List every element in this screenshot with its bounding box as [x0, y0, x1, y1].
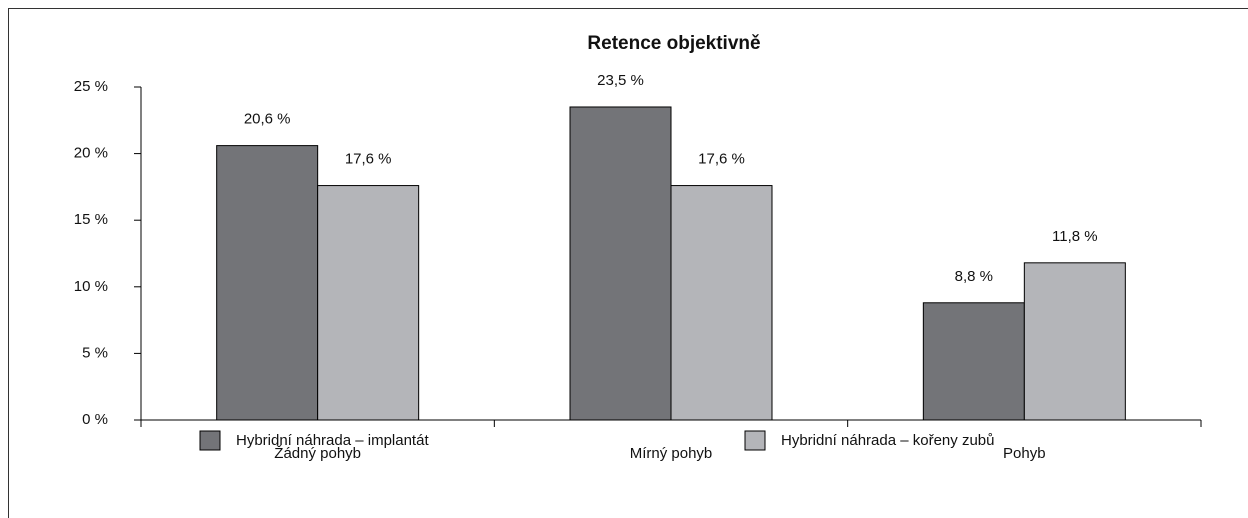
- bar: [670, 185, 773, 421]
- legend-label: Hybridní náhrada – implantát: [236, 432, 429, 449]
- value-label: 17,6 %: [698, 151, 745, 168]
- legend-swatch: [744, 430, 766, 451]
- y-tick-label: 25 %: [74, 78, 108, 95]
- legend-swatch: [199, 430, 221, 451]
- value-label: 11,8 %: [1052, 228, 1098, 245]
- x-tick-label: Žádný pohyb: [274, 445, 361, 462]
- value-label: 17,6 %: [345, 151, 392, 168]
- chart-frame: [8, 8, 1248, 518]
- value-label: 20,6 %: [244, 111, 291, 128]
- y-tick-label: 5 %: [82, 344, 108, 361]
- x-tick-label: Mírný pohyb: [630, 445, 713, 462]
- bar: [922, 302, 1025, 421]
- chart-title: Retence objektivně: [587, 33, 760, 54]
- y-tick-label: 20 %: [74, 145, 108, 162]
- y-tick-label: 10 %: [74, 278, 108, 295]
- legend-label: Hybridní náhrada – kořeny zubů: [781, 432, 994, 449]
- y-tick-label: 15 %: [74, 211, 108, 228]
- y-tick-label: 0 %: [82, 411, 108, 428]
- bar: [1023, 262, 1126, 421]
- bar: [317, 185, 420, 421]
- bar: [569, 106, 672, 421]
- value-label: 8,8 %: [955, 268, 993, 285]
- bar: [216, 145, 319, 421]
- x-tick-label: Pohyb: [1003, 445, 1046, 462]
- value-label: 23,5 %: [597, 72, 644, 89]
